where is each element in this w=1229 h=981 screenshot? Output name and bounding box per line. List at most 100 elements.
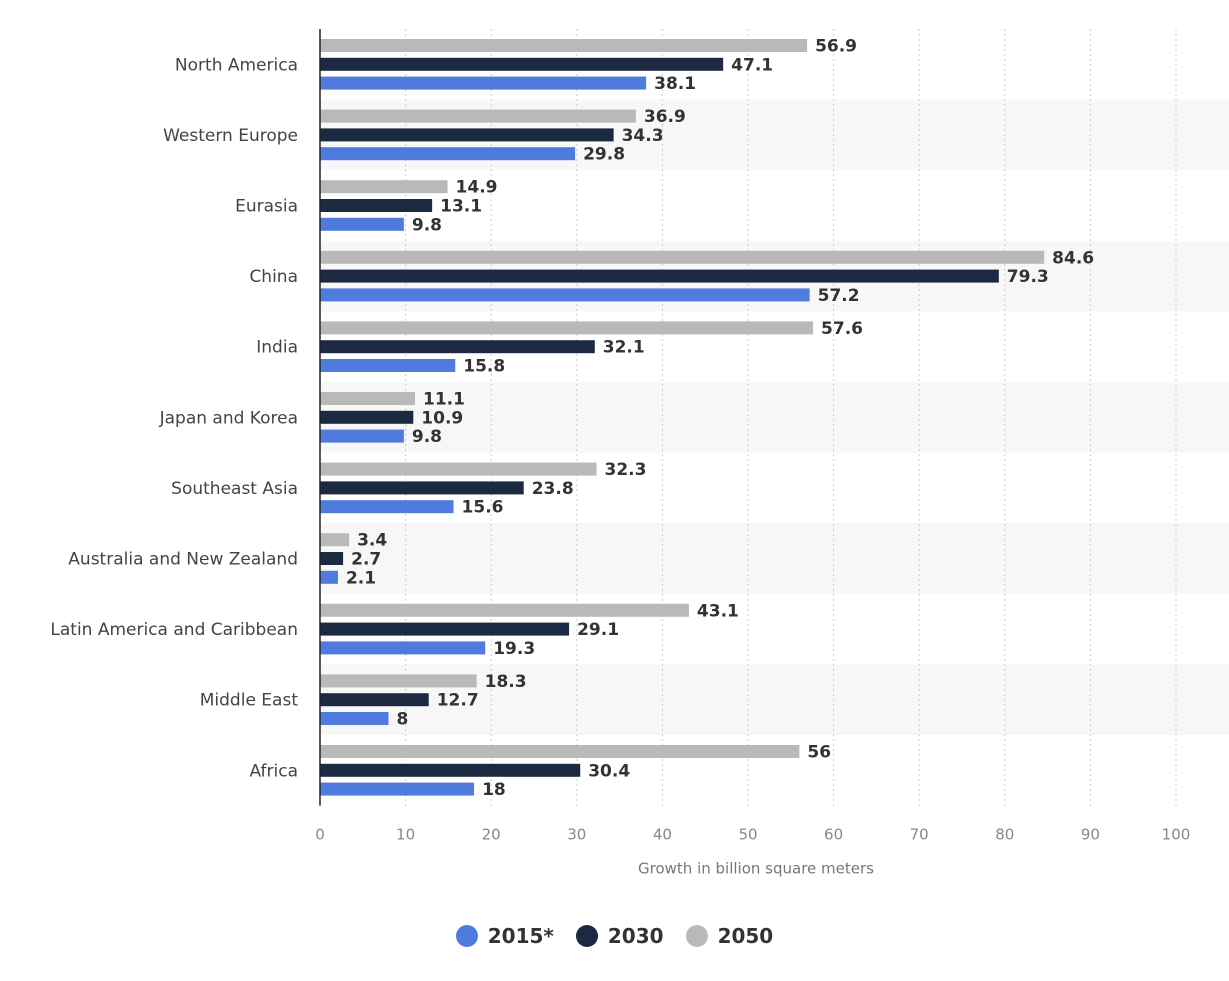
- value-labels: 56.947.138.136.934.329.814.913.19.884.67…: [346, 37, 1094, 801]
- bars: [320, 39, 1045, 796]
- value-label-2030-latin-america-and-caribbean: 29.1: [577, 620, 619, 640]
- value-label-2015-india: 15.8: [463, 357, 505, 377]
- bar-2015-north-america[interactable]: [320, 76, 647, 90]
- category-label-latin-america-and-caribbean: Latin America and Caribbean: [50, 620, 298, 640]
- x-tick-label: 60: [824, 826, 843, 844]
- value-label-2015-australia-and-new-zealand: 2.1: [346, 568, 376, 588]
- bar-2015-japan-and-korea[interactable]: [320, 429, 404, 443]
- bar-2015-china[interactable]: [320, 288, 810, 302]
- category-label-middle-east: Middle East: [200, 691, 299, 711]
- x-axis-title: Growth in billion square meters: [638, 860, 874, 878]
- value-label-2015-eurasia: 9.8: [412, 215, 442, 235]
- value-label-2030-middle-east: 12.7: [437, 691, 479, 711]
- value-label-2030-eurasia: 13.1: [440, 197, 482, 217]
- value-label-2030-western-europe: 34.3: [622, 126, 664, 146]
- bar-2030-southeast-asia[interactable]: [320, 481, 524, 495]
- bar-2050-western-europe[interactable]: [320, 109, 636, 123]
- bar-chart: 56.947.138.136.934.329.814.913.19.884.67…: [50, 29, 1229, 878]
- legend-dot-icon: [575, 925, 598, 947]
- value-label-2050-australia-and-new-zealand: 3.4: [357, 531, 387, 551]
- legend-label: 2050: [717, 924, 774, 948]
- x-tick-label: 30: [567, 826, 586, 844]
- bar-2030-north-america[interactable]: [320, 57, 724, 71]
- category-label-china: China: [249, 267, 298, 287]
- bar-2050-africa[interactable]: [320, 745, 800, 758]
- category-labels: North America Western Europe Eurasia China I…: [50, 55, 298, 781]
- bar-2050-eurasia[interactable]: [320, 180, 448, 194]
- row-band: [320, 382, 1229, 453]
- bar-2015-africa[interactable]: [320, 782, 475, 796]
- category-label-eurasia: Eurasia: [235, 197, 298, 217]
- legend-dot-icon: [455, 925, 478, 947]
- value-label-2030-china: 79.3: [1007, 267, 1049, 287]
- value-label-2030-africa: 30.4: [588, 761, 630, 781]
- value-label-2015-africa: 18: [482, 780, 506, 800]
- bar-2030-middle-east[interactable]: [320, 693, 429, 707]
- category-label-india: India: [256, 338, 298, 358]
- value-label-2030-japan-and-korea: 10.9: [421, 408, 463, 428]
- bar-2050-india[interactable]: [320, 321, 814, 335]
- bar-2015-middle-east[interactable]: [320, 712, 389, 725]
- bar-2050-middle-east[interactable]: [320, 674, 477, 688]
- legend-item-2030[interactable]: 2030: [575, 924, 664, 948]
- value-label-2050-eurasia: 14.9: [456, 178, 498, 198]
- value-label-2050-southeast-asia: 32.3: [604, 460, 646, 480]
- category-label-north-america: North America: [175, 55, 298, 75]
- bar-2050-southeast-asia[interactable]: [320, 462, 597, 476]
- bar-2030-australia-and-new-zealand[interactable]: [320, 552, 344, 565]
- x-tick-label: 70: [910, 826, 929, 844]
- bar-2050-north-america[interactable]: [320, 39, 808, 52]
- x-tick-label: 20: [482, 826, 501, 844]
- bar-2015-eurasia[interactable]: [320, 217, 404, 231]
- legend-item-2015[interactable]: 2015*: [455, 924, 554, 948]
- x-tick-label: 80: [995, 826, 1014, 844]
- bar-2030-china[interactable]: [320, 269, 999, 283]
- value-label-2030-north-america: 47.1: [731, 55, 773, 75]
- value-label-2015-middle-east: 8: [396, 710, 408, 730]
- legend-item-2050[interactable]: 2050: [685, 924, 774, 948]
- bar-2050-latin-america-and-caribbean[interactable]: [320, 603, 689, 617]
- value-label-2015-latin-america-and-caribbean: 19.3: [493, 639, 535, 659]
- value-label-2050-middle-east: 18.3: [485, 672, 527, 692]
- bar-2015-latin-america-and-caribbean[interactable]: [320, 641, 486, 655]
- bar-2030-japan-and-korea[interactable]: [320, 410, 414, 424]
- value-label-2015-japan-and-korea: 9.8: [412, 427, 442, 447]
- bar-2030-india[interactable]: [320, 340, 595, 354]
- category-label-australia-and-new-zealand: Australia and New Zealand: [68, 550, 298, 570]
- legend-label: 2015*: [487, 924, 554, 948]
- value-label-2015-western-europe: 29.8: [583, 145, 625, 165]
- row-band: [320, 523, 1229, 594]
- x-tick-label: 0: [315, 826, 325, 844]
- value-label-2050-china: 84.6: [1052, 248, 1094, 268]
- category-label-africa: Africa: [250, 761, 299, 781]
- value-label-2030-southeast-asia: 23.8: [532, 479, 574, 499]
- bar-2030-latin-america-and-caribbean[interactable]: [320, 622, 570, 636]
- x-tick-label: 100: [1162, 826, 1191, 844]
- value-label-2015-north-america: 38.1: [654, 74, 696, 94]
- x-tick-labels: 0 10 20 30 40 50 60 70 80 90 100: [315, 826, 1190, 844]
- bar-2030-africa[interactable]: [320, 763, 581, 777]
- x-tick-label: 10: [396, 826, 415, 844]
- bar-2050-japan-and-korea[interactable]: [320, 392, 416, 405]
- legend: 2015* 2030 2050: [0, 918, 1229, 954]
- bar-2030-eurasia[interactable]: [320, 199, 433, 212]
- value-label-2050-africa: 56: [807, 743, 831, 763]
- category-label-western-europe: Western Europe: [163, 126, 298, 146]
- bar-2050-china[interactable]: [320, 250, 1045, 264]
- value-label-2050-latin-america-and-caribbean: 43.1: [697, 601, 739, 621]
- value-label-2050-japan-and-korea: 11.1: [423, 390, 465, 410]
- bar-2015-southeast-asia[interactable]: [320, 500, 454, 514]
- value-label-2030-australia-and-new-zealand: 2.7: [351, 550, 381, 570]
- x-tick-label: 40: [653, 826, 672, 844]
- x-tick-label: 90: [1081, 826, 1100, 844]
- bar-2050-australia-and-new-zealand[interactable]: [320, 533, 350, 547]
- bar-2015-australia-and-new-zealand[interactable]: [320, 570, 338, 584]
- legend-dot-icon: [685, 925, 708, 947]
- bar-2030-western-europe[interactable]: [320, 128, 614, 142]
- legend-label: 2030: [607, 924, 664, 948]
- bar-2015-western-europe[interactable]: [320, 147, 576, 161]
- bar-2015-india[interactable]: [320, 359, 456, 372]
- value-label-2015-southeast-asia: 15.6: [462, 498, 504, 518]
- value-label-2015-china: 57.2: [818, 286, 860, 306]
- category-label-southeast-asia: Southeast Asia: [171, 479, 298, 499]
